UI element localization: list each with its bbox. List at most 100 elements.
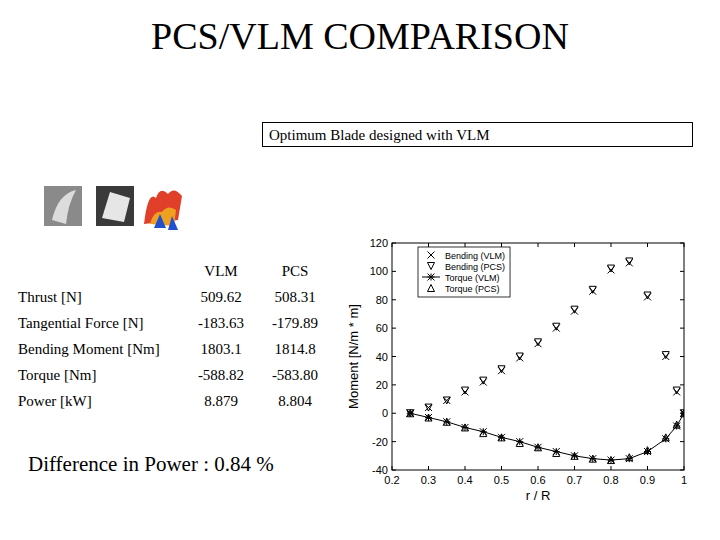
point: [462, 388, 469, 395]
x-tick-top: [611, 243, 612, 247]
y-tick-label: 40: [376, 351, 388, 363]
x-axis-title: r / R: [526, 488, 551, 503]
y-tick-right: [680, 299, 684, 300]
cell: -183.63: [184, 310, 258, 336]
table-row: Bending Moment [Nm]1803.11814.8: [14, 336, 332, 362]
x-tick-top: [392, 243, 393, 247]
x-tick: [428, 466, 429, 470]
table-row: Power [kW]8.8798.804: [14, 388, 332, 414]
y-tick-label: 80: [376, 294, 388, 306]
legend-label: Bending (VLM): [445, 251, 505, 261]
y-axis-title: Moment [N/m * m]: [346, 304, 361, 409]
header-row: VLMPCS: [14, 258, 332, 284]
table-row: Tangential Force [N]-183.63-179.89: [14, 310, 332, 336]
point: [480, 379, 487, 386]
point: [535, 444, 542, 451]
x-tick-label: 0.2: [384, 474, 399, 486]
cell: 508.31: [258, 284, 332, 310]
row-label: Power [kW]: [14, 388, 184, 414]
point: [462, 424, 469, 431]
legend-line: [422, 277, 440, 278]
point: [662, 434, 669, 441]
icon-1-shape: [52, 190, 76, 224]
x-tick: [647, 466, 648, 470]
icon-2: [96, 186, 134, 226]
x-tick-label: 0.4: [457, 474, 472, 486]
legend-box: [418, 247, 510, 297]
y-tick-right: [680, 413, 684, 414]
x-tick-label: 1: [681, 474, 687, 486]
point: [571, 452, 578, 459]
x-tick-label: 0.6: [530, 474, 545, 486]
point: [608, 266, 615, 273]
legend-label: Torque (PCS): [445, 284, 500, 294]
point: [608, 457, 615, 464]
point: [626, 259, 633, 266]
x-tick: [611, 466, 612, 470]
x-tick-label: 0.3: [421, 474, 436, 486]
cell: 509.62: [184, 284, 258, 310]
row-label: Torque [Nm]: [14, 362, 184, 388]
y-tick-right: [680, 470, 684, 471]
point: [407, 410, 414, 417]
y-tick: [392, 441, 396, 442]
column-head: VLM: [184, 258, 258, 284]
point: [644, 447, 651, 454]
y-tick-right: [680, 356, 684, 357]
point: [571, 308, 578, 315]
point: [589, 455, 596, 462]
y-tick: [392, 243, 396, 244]
point: [443, 397, 450, 404]
point: [608, 457, 615, 464]
y-tick: [392, 384, 396, 385]
point: [571, 452, 578, 459]
series-line: [410, 413, 684, 460]
cell: 8.804: [258, 388, 332, 414]
point: [480, 377, 487, 384]
point: [498, 367, 505, 374]
y-tick: [392, 356, 396, 357]
point: [626, 454, 633, 461]
point: [535, 444, 542, 451]
y-tick-label: 100: [370, 265, 388, 277]
point: [681, 410, 685, 417]
moment-chart: 0.20.30.40.50.60.70.80.91-40-20020406080…: [0, 0, 720, 540]
point: [553, 449, 560, 456]
row-label: Tangential Force [N]: [14, 310, 184, 336]
point: [462, 424, 469, 431]
y-tick: [392, 413, 396, 414]
y-tick-label: -20: [372, 436, 388, 448]
x-tick-top: [465, 243, 466, 247]
y-tick: [392, 328, 396, 329]
y-tick-right: [680, 243, 684, 244]
x-tick: [392, 466, 393, 470]
x-tick-top: [647, 243, 648, 247]
point: [681, 410, 685, 417]
point: [673, 423, 680, 430]
x-tick-top: [428, 243, 429, 247]
point: [425, 404, 432, 411]
point: [662, 353, 669, 360]
plot-frame: [392, 243, 684, 470]
point: [626, 455, 633, 462]
point: [673, 387, 680, 394]
point: [498, 366, 505, 373]
point: [480, 430, 487, 437]
y-tick: [392, 271, 396, 272]
point: [462, 387, 469, 394]
point: [407, 410, 414, 417]
table-row: Thrust [N]509.62508.31: [14, 284, 332, 310]
point: [681, 410, 685, 417]
x-tick-top: [574, 243, 575, 247]
row-label: Bending Moment [Nm]: [14, 336, 184, 362]
cell: -179.89: [258, 310, 332, 336]
column-head: PCS: [258, 258, 332, 284]
power-difference: Difference in Power : 0.84 %: [28, 452, 274, 477]
point: [516, 354, 523, 361]
slide-title: PCS/VLM COMPARISON: [0, 14, 720, 58]
point: [516, 353, 523, 360]
x-tick-top: [501, 243, 502, 247]
point: [443, 418, 450, 425]
x-tick: [574, 466, 575, 470]
legend-marker: [428, 263, 435, 270]
